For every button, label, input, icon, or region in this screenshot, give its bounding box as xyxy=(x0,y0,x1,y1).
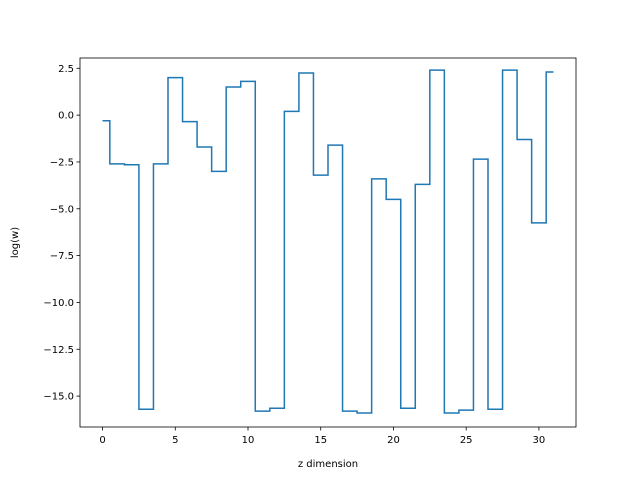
y-tick-label: 0.0 xyxy=(58,111,74,122)
y-axis-label: log(w) xyxy=(10,227,21,258)
x-axis-ticks: 0 5 10 15 20 25 30 xyxy=(99,427,545,446)
x-tick-label: 0 xyxy=(99,435,105,446)
x-axis-label: z dimension xyxy=(298,459,358,470)
y-tick-label: −12.5 xyxy=(43,345,74,356)
y-tick-label: −5.0 xyxy=(50,204,74,215)
y-tick-label: 2.5 xyxy=(58,64,74,75)
series-line xyxy=(102,69,554,414)
x-tick-label: 20 xyxy=(387,435,400,446)
y-tick-label: −7.5 xyxy=(50,251,74,262)
y-axis-ticks: 2.5 0.0 −2.5 −5.0 −7.5 −10.0 −12.5 −15.0 xyxy=(43,64,80,403)
y-tick-label: −10.0 xyxy=(43,298,74,309)
x-tick-label: 10 xyxy=(242,435,255,446)
y-tick-label: −15.0 xyxy=(43,392,74,403)
x-tick-label: 25 xyxy=(460,435,473,446)
axes-frame xyxy=(79,57,577,428)
plot-line-group xyxy=(102,69,554,414)
x-tick-label: 5 xyxy=(172,435,178,446)
x-tick-label: 30 xyxy=(533,435,546,446)
x-tick-label: 15 xyxy=(314,435,327,446)
y-tick-label: −2.5 xyxy=(50,157,74,168)
